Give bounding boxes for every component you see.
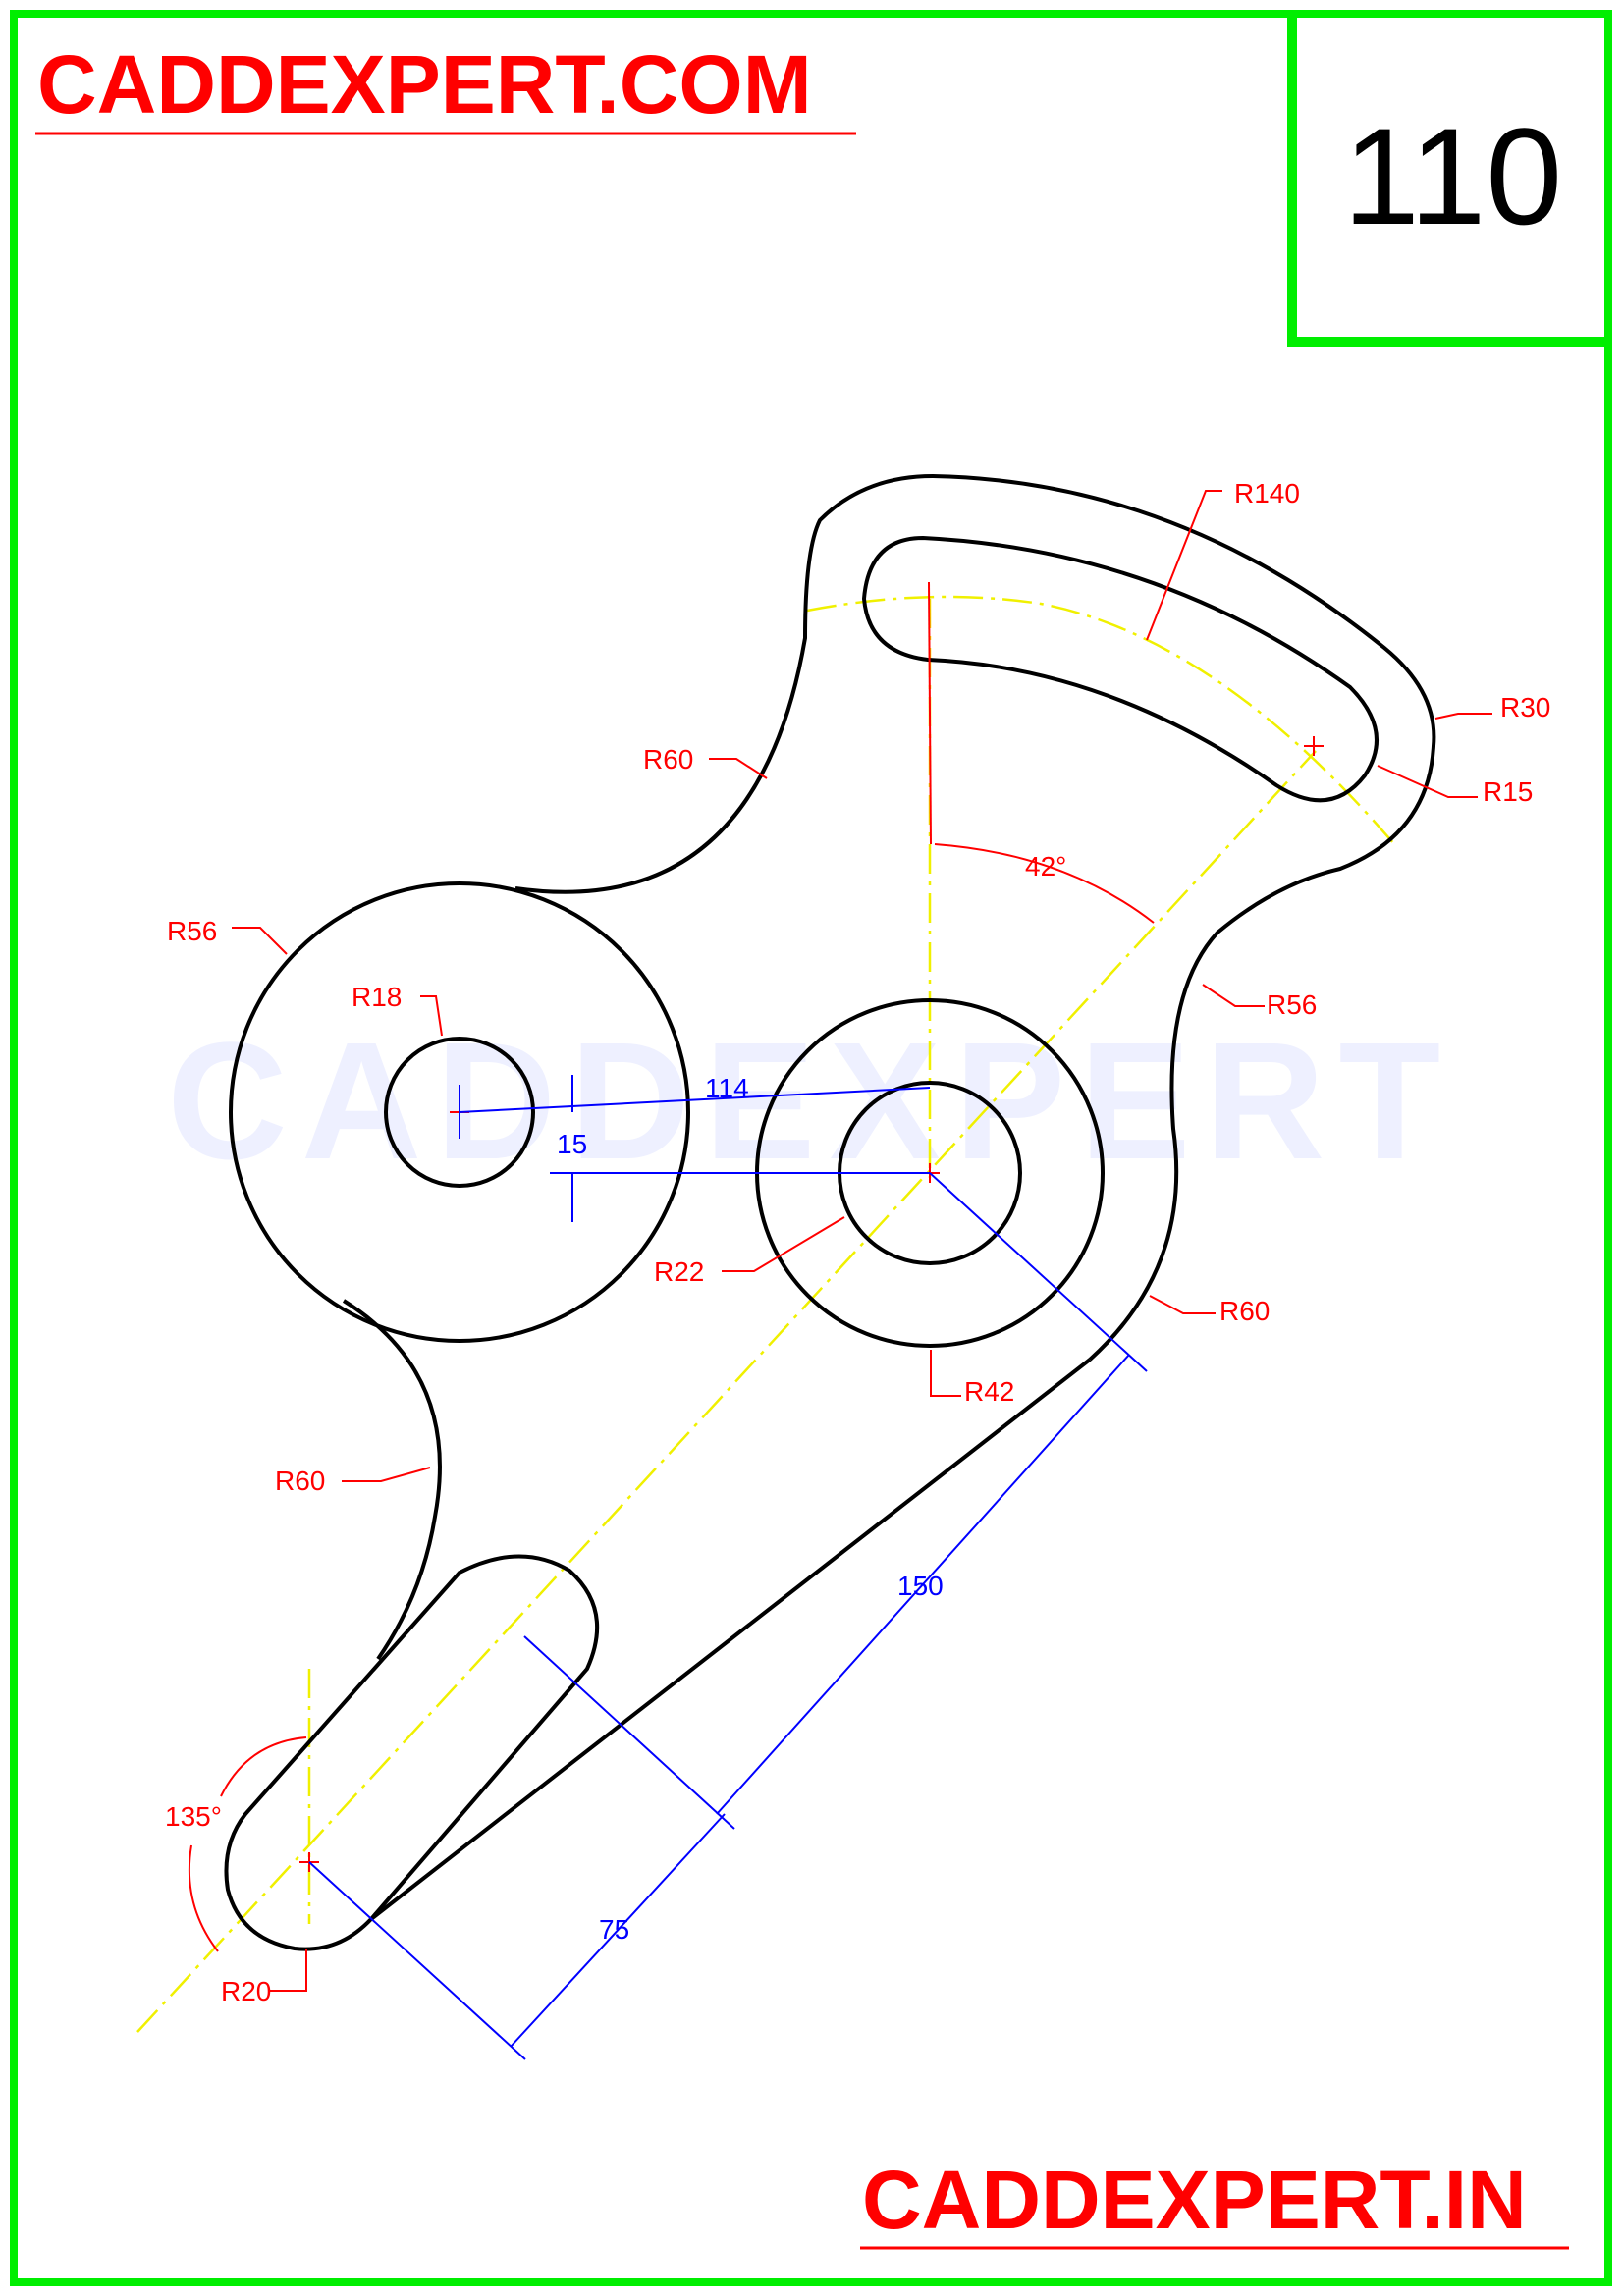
center-marks (299, 736, 1324, 1872)
dim-114: 114 (705, 1073, 749, 1103)
dim-r56-right: R56 (1267, 989, 1317, 1020)
dim-75: 75 (599, 1914, 629, 1945)
dim-r15: R15 (1483, 776, 1533, 807)
drawing-number: 110 (1343, 99, 1562, 253)
sheet-border (10, 10, 1612, 2286)
leaders (188, 490, 1492, 1992)
dim-r18: R18 (352, 982, 402, 1012)
dim-r60-top: R60 (643, 744, 693, 774)
title-box-border (1287, 14, 1608, 347)
dim-angle-135: 135° (165, 1801, 222, 1832)
watermark: CADDEXPERT (167, 1008, 1454, 1195)
dim-r20: R20 (221, 1976, 271, 2006)
site-title-top: CADDEXPERT.COM (37, 38, 812, 131)
part-outline (224, 473, 1436, 1951)
dim-r30: R30 (1500, 692, 1550, 722)
dim-r42: R42 (964, 1376, 1014, 1407)
dim-r60-right: R60 (1219, 1296, 1270, 1326)
dim-angle-42: 42° (1025, 851, 1066, 881)
dim-15: 15 (557, 1129, 587, 1159)
dim-r22: R22 (654, 1256, 704, 1287)
linear-dims (308, 1075, 1148, 2060)
dim-150: 150 (897, 1571, 944, 1601)
dim-r60-left: R60 (275, 1466, 325, 1496)
dim-r56-left: R56 (167, 916, 217, 946)
site-title-bottom: CADDEXPERT.IN (862, 2154, 1527, 2246)
dim-r140: R140 (1234, 478, 1300, 508)
